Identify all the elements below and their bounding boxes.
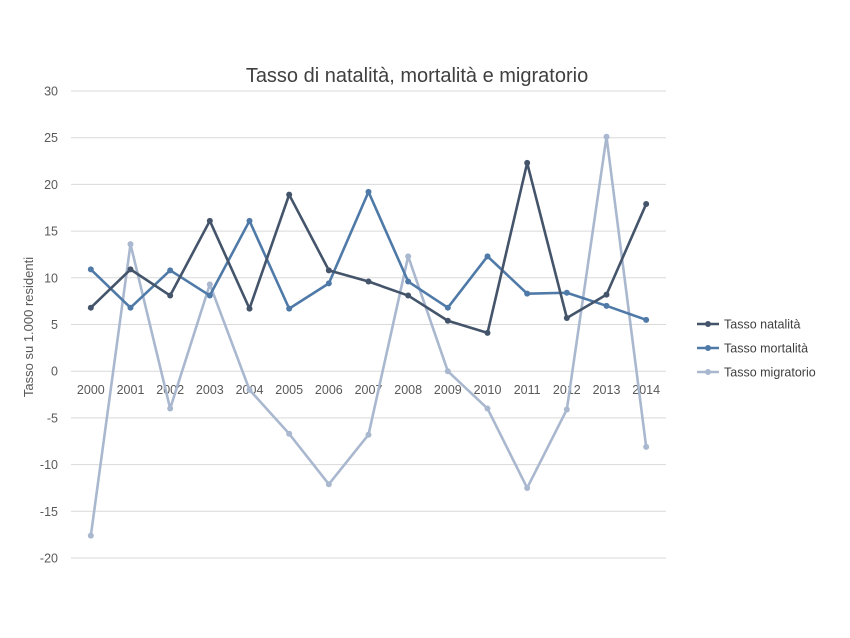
y-tick-label: 20: [44, 178, 58, 192]
y-axis-label: Tasso su 1.000 residenti: [21, 257, 36, 397]
x-tick-label: 2005: [275, 383, 303, 397]
y-tick-label: 5: [51, 318, 58, 332]
data-point: [444, 304, 451, 311]
legend-label: Tasso migratorio: [724, 366, 816, 380]
data-point: [127, 266, 134, 273]
data-point: [484, 253, 491, 260]
series-line: [89, 161, 648, 335]
y-tick-label: -10: [40, 458, 58, 472]
x-tick-label: 2012: [553, 383, 581, 397]
data-point: [87, 266, 94, 273]
data-point: [246, 217, 253, 224]
data-point: [365, 431, 372, 438]
y-tick-label: 10: [44, 271, 58, 285]
series: [87, 133, 650, 539]
x-tick-label: 2007: [355, 383, 383, 397]
data-point: [563, 406, 570, 413]
x-tick-label: 2009: [434, 383, 462, 397]
data-point: [444, 368, 451, 375]
data-point: [167, 267, 174, 274]
y-axis-ticks: 30 25 20 15 10 5 0 -5 -10 -15 -20: [40, 85, 58, 566]
x-tick-label: 2000: [77, 383, 105, 397]
legend: Tasso natalità Tasso mortalità Tasso migra…: [697, 318, 816, 380]
x-tick-label: 2002: [156, 383, 184, 397]
data-point: [286, 191, 293, 198]
data-point: [325, 481, 332, 488]
y-tick-label: 15: [44, 225, 58, 239]
y-tick-label: 0: [51, 365, 58, 379]
data-point: [167, 405, 174, 412]
series-2: [87, 133, 650, 539]
data-point: [484, 329, 491, 336]
y-tick-label: -5: [47, 411, 58, 425]
series-1: [87, 188, 650, 323]
y-tick-label: -20: [40, 552, 58, 566]
data-point: [444, 317, 451, 324]
data-point: [405, 292, 412, 299]
x-tick-label: 2006: [315, 383, 343, 397]
x-tick-label: 2001: [117, 383, 145, 397]
chart-title: Tasso di natalità, mortalità e migratori…: [246, 65, 588, 87]
data-point: [524, 290, 531, 297]
data-point: [206, 292, 213, 299]
data-point: [524, 484, 531, 491]
data-point: [286, 430, 293, 437]
data-point: [603, 302, 610, 309]
data-point: [167, 292, 174, 299]
data-point: [365, 278, 372, 285]
data-point: [405, 253, 412, 260]
data-point: [246, 305, 253, 312]
data-point: [643, 201, 650, 208]
legend-marker: [705, 369, 711, 375]
x-tick-label: 2013: [593, 383, 621, 397]
legend-label: Tasso natalità: [724, 318, 800, 332]
data-point: [286, 305, 293, 312]
legend-marker: [705, 345, 711, 351]
data-point: [365, 188, 372, 195]
y-tick-label: 25: [44, 131, 58, 145]
data-point: [127, 241, 134, 248]
data-point: [87, 532, 94, 539]
legend-item: Tasso natalità: [697, 318, 800, 332]
data-point: [643, 443, 650, 450]
x-tick-label: 2008: [394, 383, 422, 397]
legend-item: Tasso mortalità: [697, 342, 808, 356]
legend-label: Tasso mortalità: [724, 342, 808, 356]
data-point: [325, 280, 332, 287]
data-point: [524, 159, 531, 166]
data-point: [484, 405, 491, 412]
gridlines: [71, 90, 666, 559]
data-point: [246, 386, 253, 393]
data-point: [206, 217, 213, 224]
legend-item: Tasso migratorio: [697, 366, 816, 380]
data-point: [405, 278, 412, 285]
data-point: [643, 316, 650, 323]
data-point: [563, 314, 570, 321]
x-tick-label: 2014: [632, 383, 660, 397]
x-tick-label: 2003: [196, 383, 224, 397]
x-axis-ticks: 2000200120022003200420052006200720082009…: [77, 383, 660, 397]
x-tick-label: 2011: [514, 383, 541, 397]
x-tick-label: 2010: [474, 383, 502, 397]
y-tick-label: -15: [40, 505, 58, 519]
y-tick-label: 30: [44, 85, 58, 99]
data-point: [325, 267, 332, 274]
data-point: [563, 289, 570, 296]
data-point: [206, 281, 213, 288]
data-point: [127, 304, 134, 311]
data-point: [603, 291, 610, 298]
legend-marker: [705, 321, 711, 327]
series-line: [89, 135, 648, 537]
series-0: [87, 159, 650, 336]
data-point: [603, 133, 610, 140]
data-point: [87, 304, 94, 311]
